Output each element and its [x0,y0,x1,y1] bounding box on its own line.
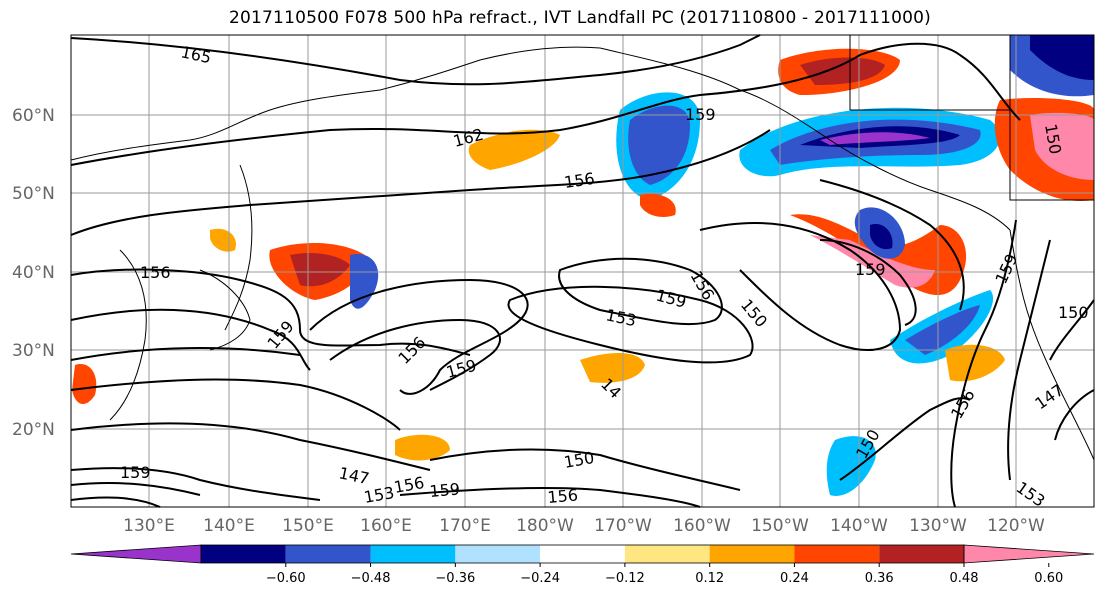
colorbar-tick-label: −0.48 [351,571,391,586]
map-title: 2017110500 F078 500 hPa refract., IVT La… [228,8,931,28]
colorbar-tick-label: 0.24 [780,571,809,586]
lon-label: 150°E [282,516,334,536]
lon-label: 170°W [594,516,652,536]
contour-label: 156 [547,485,579,507]
colorbar-tick-label: 0.36 [865,571,894,586]
colorbar-tick-label: −0.36 [435,571,475,586]
lat-label-50n: 50°N [12,184,55,204]
lat-label-60n: 60°N [12,106,55,126]
colorbar-segment [540,545,625,563]
contour-label: 156 [563,169,596,192]
colorbar-segment [370,545,456,563]
lon-label: 160°W [673,516,731,536]
lon-label: 180°W [516,516,574,536]
latitude-labels: 60°N 50°N 40°N 30°N 20°N [12,106,55,440]
lat-label-30n: 30°N [12,341,55,361]
colorbar-segment [285,545,371,563]
lon-label: 140°E [203,516,255,536]
colorbar-segment [879,545,964,563]
lon-label: 150°W [751,516,809,536]
contour-label: 159 [685,105,716,124]
colorbar-tick-label: 0.48 [950,571,979,586]
colorbar-segment [794,545,880,563]
longitude-labels: 130°E 140°E 150°E 160°E 170°E 180°W 170°… [123,516,1045,536]
lon-label: 130°W [909,516,967,536]
colorbar-segment [624,545,710,563]
colorbar-frame [200,544,965,564]
colorbar-tick-label: 0.12 [695,571,724,586]
graticule [71,35,1094,507]
colorbar-segment [709,545,795,563]
colorbar: −0.60 −0.48 −0.36 −0.24 −0.12 0.12 0.24 0.36 0.4… [70,544,1095,586]
height-contours [70,34,1095,508]
contour-label: 156 [140,263,171,282]
colorbar-segment [455,545,541,563]
lat-label-40n: 40°N [12,263,55,283]
colorbar-extend-min [70,544,202,564]
colorbar-tick-label: −0.24 [520,571,560,586]
colorbar-tick-label: −0.60 [266,571,306,586]
lon-label: 140°W [830,516,888,536]
contour-label: 159 [855,260,886,279]
colorbar-segment [201,545,286,563]
lon-label: 160°E [360,516,412,536]
lon-label: 130°E [123,516,175,536]
colorbar-tick-label: 0.60 [1034,571,1063,586]
colorbar-extend-max [963,544,1095,564]
colorbar-tick-label: −0.12 [605,571,645,586]
lon-label: 120°W [987,516,1045,536]
map-frame [70,34,1095,508]
shaded-field [72,35,1094,496]
contour-label: 159 [429,479,461,501]
lat-label-20n: 20°N [12,420,55,440]
contour-label: 150 [1058,303,1089,322]
lon-label: 170°E [439,516,491,536]
map-panel: 165 162 159 156 156 159 153 156 159 150 … [70,34,1095,511]
contour-label: 159 [120,463,151,482]
